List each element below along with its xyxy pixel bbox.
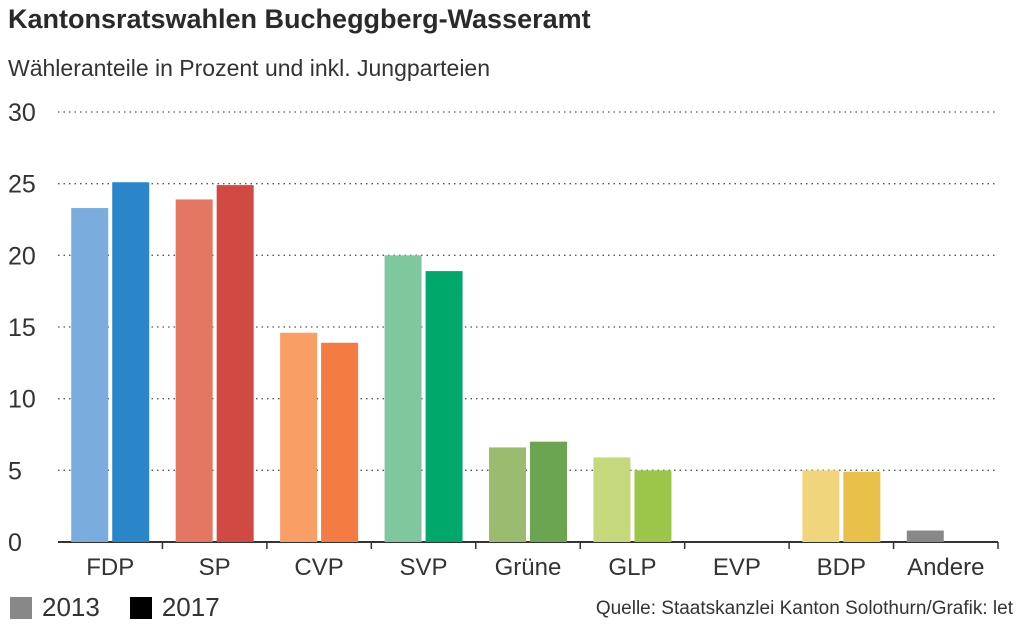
y-tick-label: 10	[8, 386, 36, 414]
bar-BDP-2013	[802, 470, 840, 542]
bar-Grüne-2013	[489, 447, 526, 542]
y-tick-label: 30	[8, 99, 36, 127]
bar-SVP-2013	[384, 255, 422, 543]
bar-GLP-2017	[634, 470, 672, 542]
chart-title: Kantonsratswahlen Bucheggberg-Wasseramt	[8, 4, 591, 34]
bar-FDP-2017	[112, 182, 150, 542]
x-tick-label: Grüne	[495, 554, 562, 581]
bar-SP-2013	[175, 199, 213, 542]
bar-Grüne-2017	[530, 441, 567, 542]
legend-label-2017: 2017	[161, 592, 220, 622]
legend-label-2013: 2013	[42, 592, 100, 622]
x-tick-label: BDP	[817, 554, 866, 581]
x-tick-label: CVP	[294, 554, 343, 581]
x-tick-label: EVP	[713, 554, 761, 581]
y-tick-label: 5	[8, 457, 22, 485]
source-note: Quelle: Staatskanzlei Kanton Solothurn/G…	[595, 598, 1013, 619]
x-tick-label: FDP	[86, 554, 134, 581]
legend-swatch-2013	[10, 596, 32, 619]
x-tick-label: GLP	[608, 554, 656, 581]
bar-CVP-2017	[321, 342, 359, 542]
legend-item-2017: 2017	[129, 592, 220, 623]
y-tick-label: 15	[8, 314, 36, 342]
bar-FDP-2013	[71, 208, 109, 543]
bar-SP-2017	[216, 185, 254, 542]
bar-BDP-2017	[843, 471, 881, 542]
x-tick-label: Andere	[907, 554, 984, 581]
y-tick-label: 20	[8, 242, 36, 270]
chart-subtitle: Wähleranteile in Prozent und inkl. Jungp…	[8, 55, 491, 81]
x-tick-label: SVP	[400, 554, 448, 581]
bar-GLP-2013	[593, 457, 631, 542]
legend: 2013 2017	[10, 592, 250, 623]
legend-item-2013: 2013	[10, 592, 100, 623]
bar-SVP-2017	[425, 271, 463, 542]
x-tick-label: SP	[199, 554, 231, 581]
y-tick-label: 0	[8, 529, 22, 557]
bar-Andere-2013	[906, 530, 944, 542]
bar-CVP-2013	[280, 332, 318, 542]
legend-swatch-2017	[129, 596, 152, 619]
y-tick-label: 25	[8, 171, 36, 199]
